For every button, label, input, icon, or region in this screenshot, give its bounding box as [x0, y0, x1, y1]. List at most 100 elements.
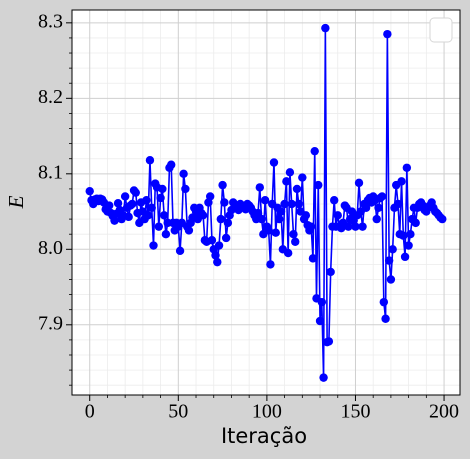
data-point — [280, 199, 289, 209]
y-tick-label: 8.2 — [38, 86, 63, 108]
data-point — [374, 203, 383, 212]
data-point — [310, 146, 319, 156]
data-point — [292, 184, 302, 194]
x-tick-label: 150 — [340, 401, 370, 423]
data-point — [315, 316, 325, 326]
data-point — [205, 192, 215, 201]
data-point — [283, 248, 293, 258]
data-point — [269, 158, 279, 167]
x-tick-label: 200 — [429, 401, 459, 423]
y-tick-label: 8.3 — [38, 10, 63, 32]
data-point — [143, 211, 153, 220]
data-point — [179, 169, 188, 179]
data-point — [384, 256, 394, 265]
data-point — [276, 207, 286, 216]
data-point — [319, 373, 328, 382]
data-point — [260, 196, 270, 205]
data-point — [301, 211, 311, 220]
data-point — [285, 168, 295, 177]
data-point — [404, 241, 413, 250]
data-point — [124, 212, 133, 222]
data-point — [142, 196, 151, 205]
data-point — [358, 222, 367, 231]
data-point — [147, 203, 156, 212]
data-point — [324, 337, 334, 346]
data-point — [110, 216, 119, 225]
data-point — [158, 184, 167, 194]
data-point — [216, 214, 226, 224]
data-point — [145, 156, 155, 165]
data-point — [354, 178, 364, 188]
data-point — [207, 236, 217, 245]
x-axis-label: Iteração — [221, 424, 307, 448]
x-tick-label: 50 — [168, 401, 188, 423]
data-point — [287, 199, 296, 209]
data-point — [383, 29, 392, 39]
data-point — [351, 222, 360, 231]
data-point — [223, 218, 233, 228]
y-tick-label: 8.0 — [38, 237, 63, 259]
y-tick-label: 7.9 — [38, 312, 63, 334]
data-point — [167, 160, 176, 169]
data-point — [308, 254, 318, 263]
data-point — [306, 222, 316, 231]
data-point — [289, 230, 298, 239]
data-point — [128, 199, 137, 209]
y-axis-label: E — [4, 195, 28, 209]
data-point — [377, 192, 387, 201]
data-point — [275, 214, 284, 224]
data-point — [411, 218, 420, 228]
data-point — [386, 275, 396, 284]
plot-frame — [71, 9, 461, 396]
data-point — [372, 214, 381, 224]
x-tick-label: 0 — [85, 401, 95, 423]
data-point — [161, 230, 171, 239]
data-point — [361, 203, 371, 212]
data-point — [321, 23, 330, 33]
data-point — [379, 297, 389, 307]
data-point — [184, 226, 194, 235]
data-point — [218, 180, 227, 190]
y-tick-label: 8.1 — [38, 161, 63, 183]
data-point — [131, 188, 140, 197]
data-point — [330, 196, 339, 205]
data-point — [214, 241, 224, 250]
data-point — [388, 245, 397, 254]
data-point — [326, 267, 335, 277]
data-point — [257, 214, 266, 224]
data-point — [221, 233, 231, 243]
data-point — [406, 230, 415, 239]
data-point — [400, 252, 410, 262]
data-point — [149, 241, 158, 250]
x-tick-label: 100 — [252, 401, 282, 423]
data-point — [317, 297, 327, 307]
data-point — [159, 211, 169, 220]
data-point — [397, 177, 406, 186]
data-point — [298, 173, 307, 182]
data-point — [213, 257, 222, 267]
data-point — [211, 251, 220, 260]
data-point — [271, 228, 280, 237]
data-point — [105, 201, 114, 210]
data-point — [294, 199, 303, 209]
data-point — [314, 180, 323, 190]
data-point — [264, 226, 273, 235]
data-point — [333, 211, 342, 220]
data-point — [181, 184, 190, 194]
data-point — [393, 199, 403, 209]
data-point — [381, 314, 390, 323]
data-point — [220, 198, 229, 207]
data-point — [156, 193, 165, 203]
data-point — [344, 222, 353, 231]
data-point — [255, 183, 264, 192]
data-point — [113, 199, 123, 208]
data-point — [402, 163, 412, 172]
data-point — [198, 211, 208, 220]
data-point — [291, 237, 300, 246]
legend-box — [429, 17, 453, 43]
data-point — [175, 246, 185, 256]
data-point — [85, 186, 94, 196]
data-point — [399, 231, 408, 240]
data-point — [120, 192, 130, 201]
